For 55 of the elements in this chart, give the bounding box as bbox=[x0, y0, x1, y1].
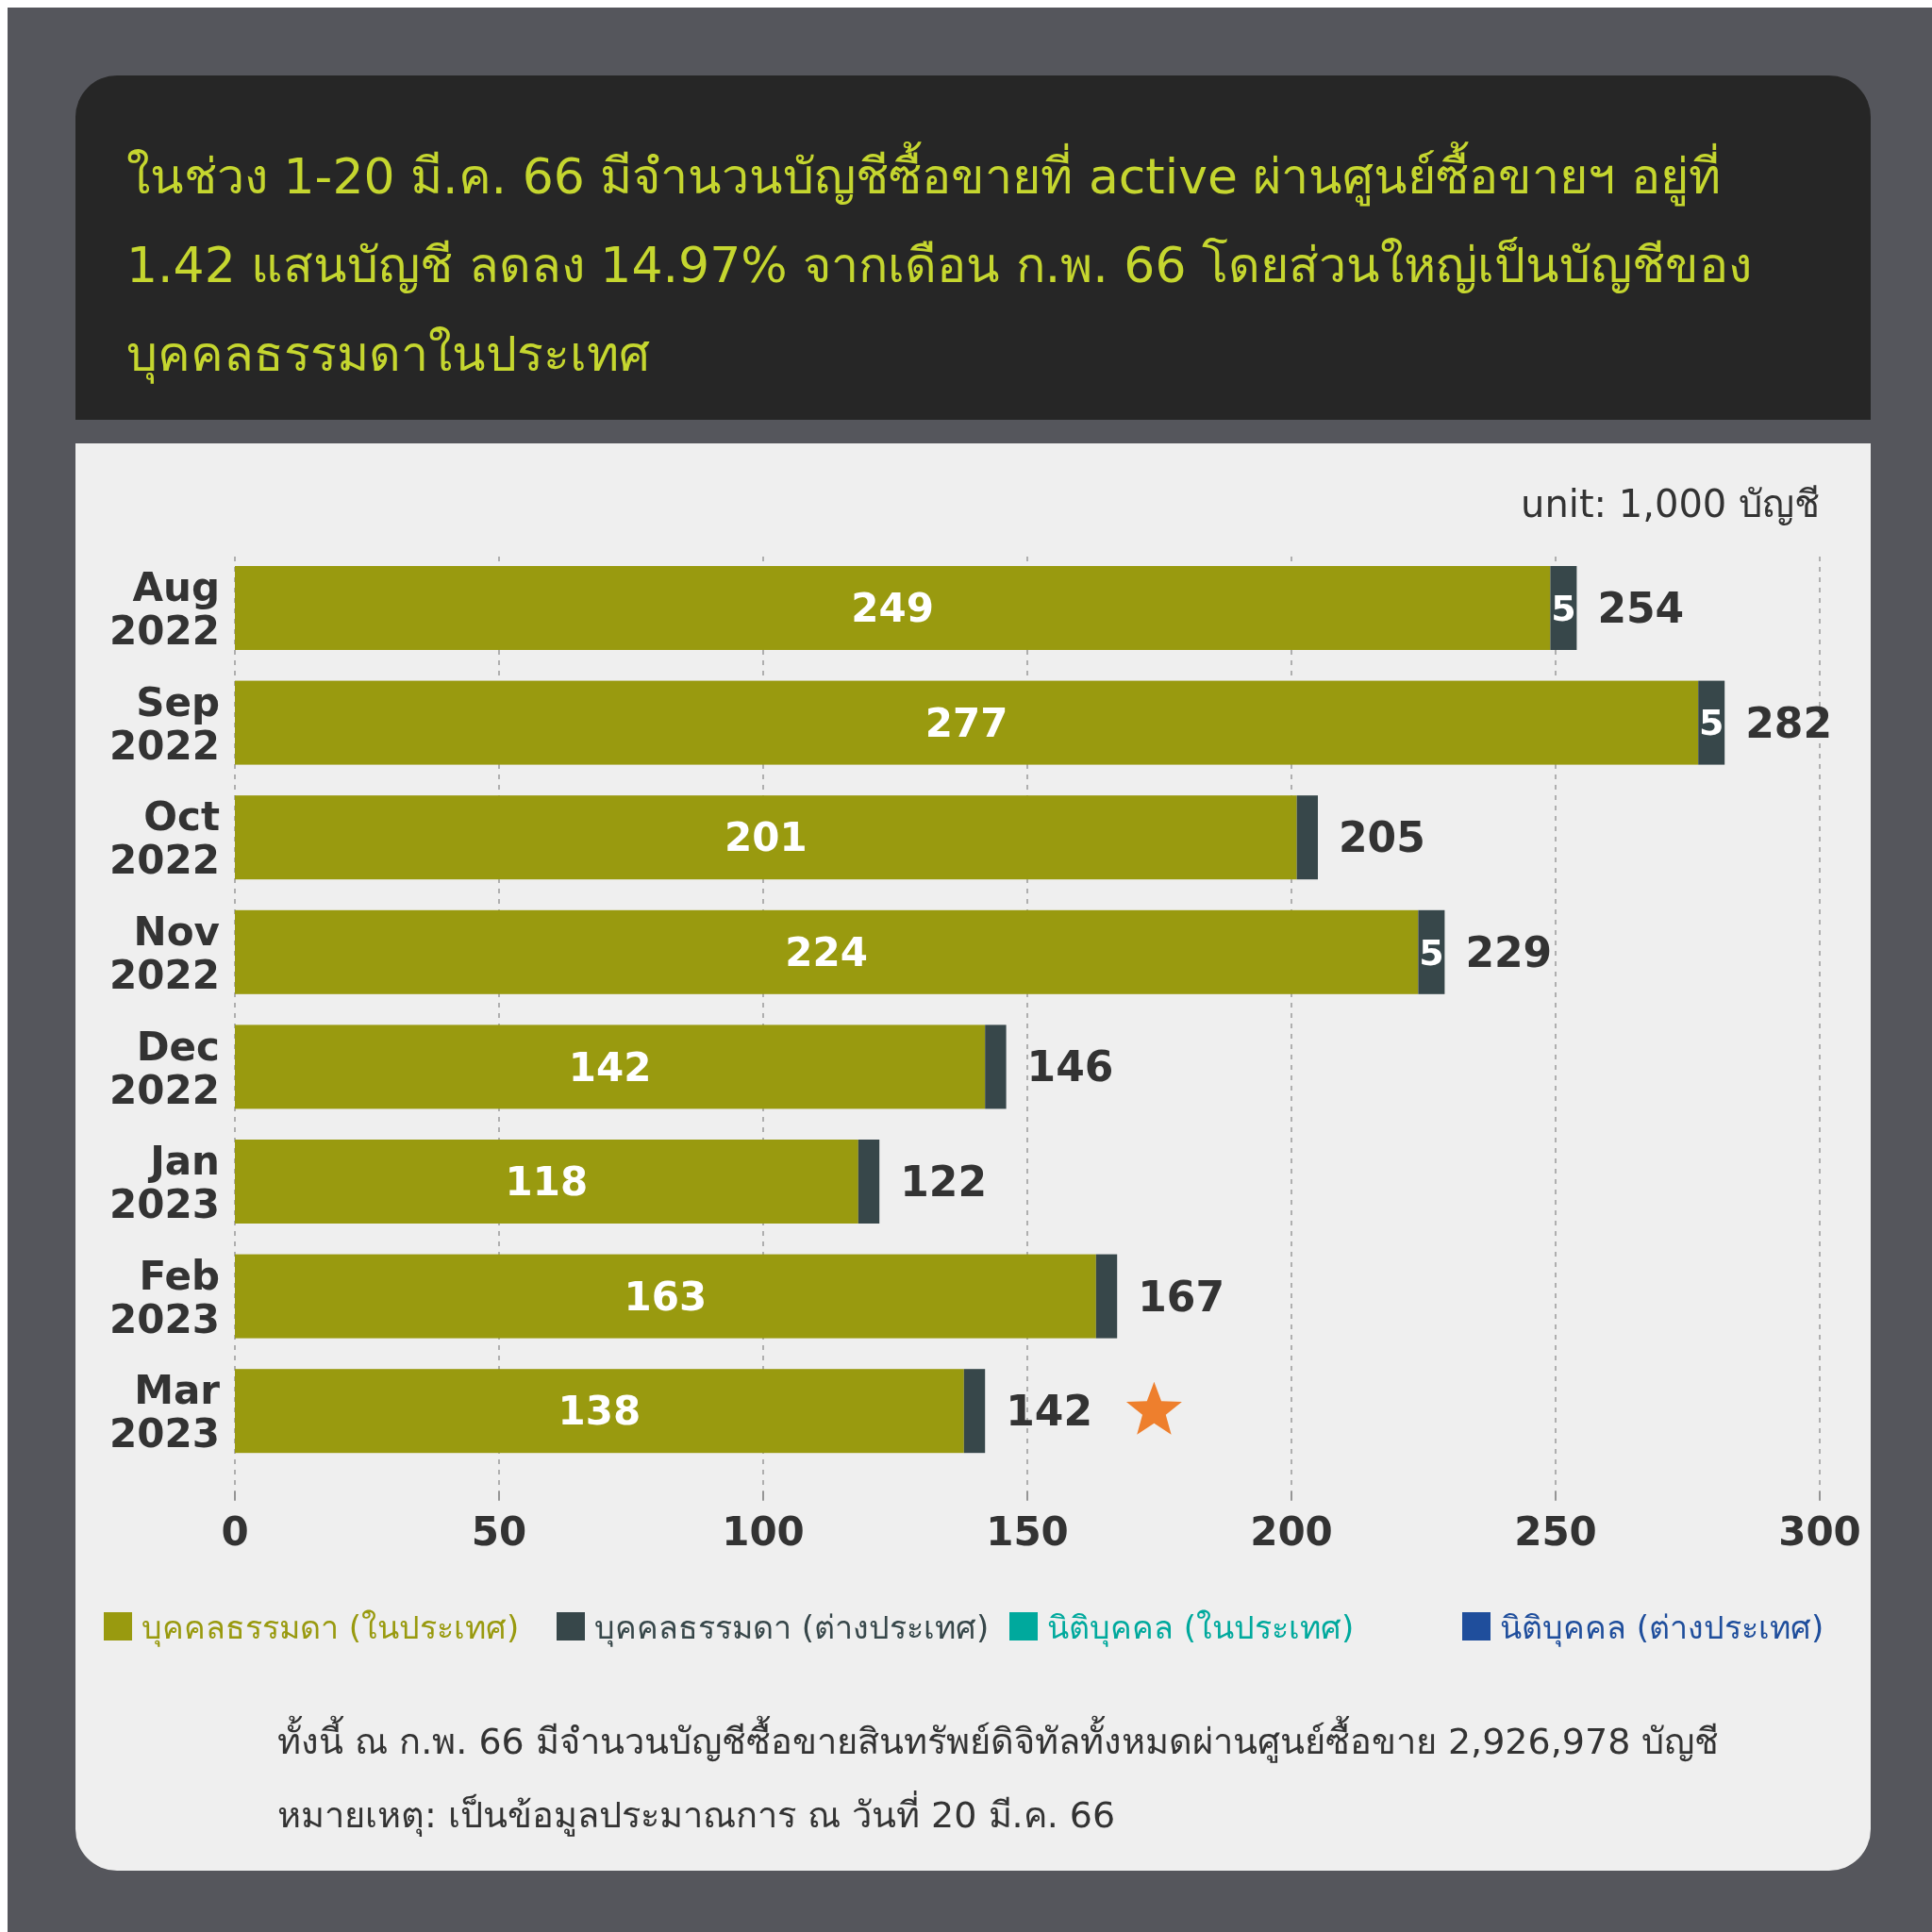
data-label: 5 bbox=[1698, 702, 1724, 744]
total-label: 146 bbox=[1026, 1042, 1114, 1091]
data-label: 138 bbox=[558, 1388, 641, 1435]
y-tick-label: Mar 2023 bbox=[109, 1367, 221, 1457]
data-label: 118 bbox=[505, 1158, 589, 1206]
legend-label: นิติบุคคล (ต่างประเทศ) bbox=[1500, 1607, 1824, 1647]
bar bbox=[235, 1254, 1096, 1339]
total-label: 205 bbox=[1339, 813, 1425, 862]
legend-label: นิติบุคคล (ในประเทศ) bbox=[1047, 1607, 1355, 1647]
data-label: 5 bbox=[1419, 931, 1444, 974]
bar bbox=[858, 1140, 880, 1224]
data-label: 5 bbox=[1551, 587, 1576, 629]
text: ทั้งนี้ ณ ก.พ. 66 มีจำนวนบัญชีซื้อขายสินทรัพย์ดิจิทัลทั้งหมดผ่านศูนย์ซื้อขาย 2,926,978 บัญชี bbox=[277, 1715, 1720, 1764]
data-label: 201 bbox=[724, 814, 808, 861]
bar bbox=[235, 909, 1419, 994]
bar bbox=[235, 566, 1551, 650]
bar bbox=[235, 1140, 858, 1224]
bar bbox=[985, 1024, 1007, 1109]
x-tick-label: 100 bbox=[722, 1507, 805, 1555]
x-tick-label: 300 bbox=[1778, 1507, 1861, 1555]
bar bbox=[235, 1369, 964, 1454]
bar bbox=[235, 1024, 986, 1109]
total-label: 254 bbox=[1597, 583, 1685, 632]
x-tick-label: 250 bbox=[1514, 1507, 1597, 1555]
x-tick-label: 150 bbox=[986, 1507, 1069, 1555]
x-tick-label: 200 bbox=[1250, 1507, 1333, 1555]
bar bbox=[963, 1369, 986, 1454]
text: unit: 1,000 บัญชี bbox=[1521, 482, 1820, 525]
total-label: 122 bbox=[900, 1157, 988, 1206]
bar bbox=[235, 795, 1297, 880]
data-label: 249 bbox=[851, 585, 935, 632]
data-label: 224 bbox=[785, 929, 869, 975]
y-tick-label: Nov 2022 bbox=[109, 908, 220, 998]
chart-title: ในช่วง 1-20 มี.ค. 66 มีจำนวนบัญชีซื้อขายที่ active ผ่านศูนย์ซื้อขายฯ อยู่ที่ 1.42 แสนบัญชี ลดลง 14.97% จากเดือน ก.พ. 66 โดยส่วนใหญ่เป็นบัญชีของบุคคลธรรมดาในประเทศ bbox=[75, 75, 1871, 420]
legend-label: บุคคลธรรมดา (ต่างประเทศ) bbox=[594, 1607, 990, 1647]
total-label: 282 bbox=[1745, 698, 1833, 747]
y-tick-label: Jan 2023 bbox=[109, 1138, 220, 1228]
y-tick-label: Sep 2022 bbox=[109, 678, 220, 769]
y-tick-label: Aug 2022 bbox=[109, 564, 220, 655]
bar bbox=[1296, 795, 1318, 880]
total-label: 229 bbox=[1465, 927, 1553, 976]
y-tick-label: Dec 2022 bbox=[109, 1023, 220, 1113]
text: หมายเหตุ: เป็นข้อมูลประมาณการ ณ วันที่ 20 มี.ค. 66 bbox=[277, 1790, 1116, 1838]
bar bbox=[1095, 1254, 1118, 1339]
y-tick-label: Oct 2022 bbox=[109, 793, 220, 884]
data-label: 277 bbox=[924, 699, 1008, 746]
data-label: 163 bbox=[624, 1273, 708, 1320]
x-tick-label: 0 bbox=[221, 1507, 249, 1555]
y-tick-label: Feb 2023 bbox=[109, 1252, 220, 1342]
total-label: 142 bbox=[1006, 1387, 1093, 1436]
x-tick-label: 50 bbox=[471, 1507, 527, 1555]
data-label: 142 bbox=[568, 1043, 652, 1091]
bar bbox=[235, 680, 1699, 765]
legend-label: บุคคลธรรมดา (ในประเทศ) bbox=[142, 1607, 520, 1647]
total-label: 167 bbox=[1138, 1272, 1225, 1321]
